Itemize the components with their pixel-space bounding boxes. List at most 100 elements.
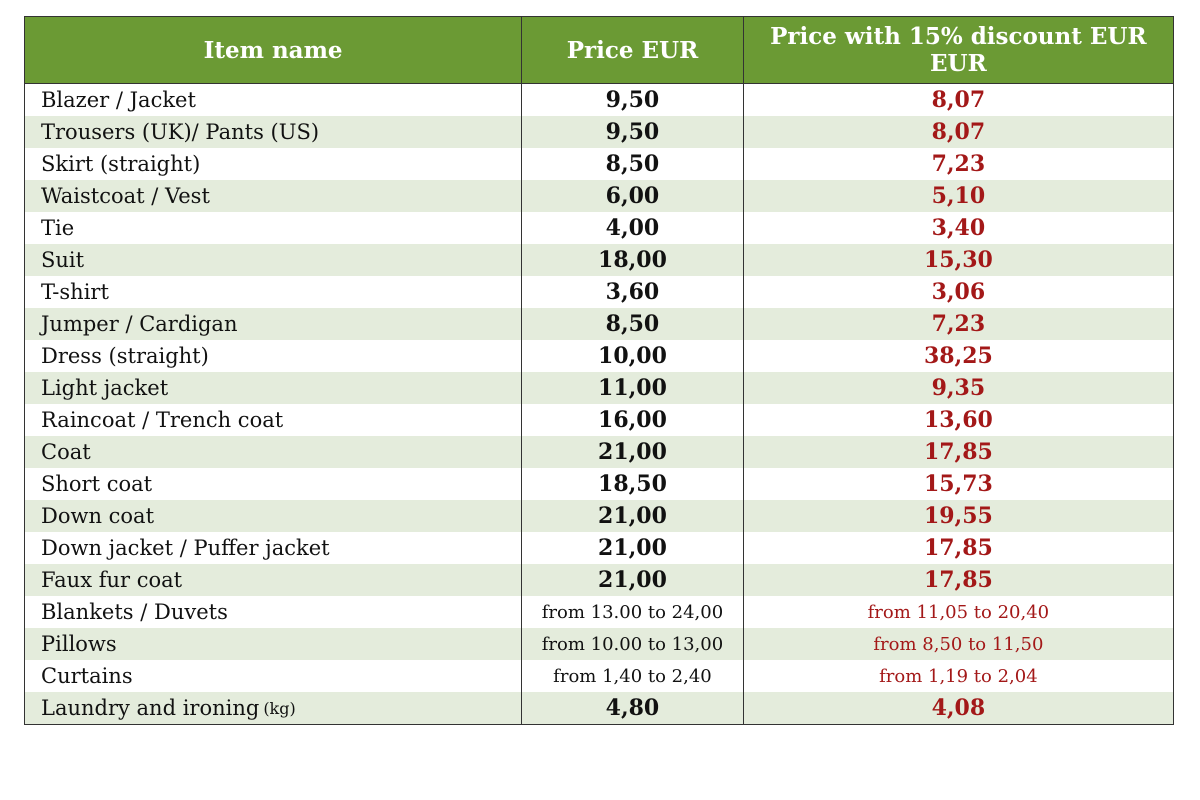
item-name-cell: Short coat xyxy=(25,468,521,500)
item-name: Light jacket xyxy=(41,376,169,400)
table-row: Blankets / Duvets from 13.00 to 24,00 from… xyxy=(25,596,1173,628)
table-row: Light jacket 11,00 9,35 xyxy=(25,372,1173,404)
item-name-cell: Blazer / Jacket xyxy=(25,84,521,116)
price-cell: 21,00 xyxy=(521,532,743,564)
discount-price-cell: 7,23 xyxy=(742,148,1173,180)
item-name-cell: Suit xyxy=(25,244,521,276)
item-name-cell: Coat xyxy=(25,436,521,468)
table-row: Laundry and ironing (kg) 4,80 4,08 xyxy=(25,692,1173,724)
discount-price-cell: 17,85 xyxy=(742,564,1173,596)
item-name-cell: Laundry and ironing (kg) xyxy=(25,692,521,724)
table-header: Item name Price EUR Price with 15% disco… xyxy=(25,17,1173,84)
table-row: Down jacket / Puffer jacket 21,00 17,85 xyxy=(25,532,1173,564)
item-name: Jumper / Cardigan xyxy=(41,312,238,336)
item-name: Raincoat / Trench coat xyxy=(41,408,284,432)
price-cell: 21,00 xyxy=(521,500,743,532)
item-name: Curtains xyxy=(41,664,133,688)
discount-price-cell: 9,35 xyxy=(742,372,1173,404)
price-cell: from 10.00 to 13,00 xyxy=(521,628,743,660)
price-cell: 8,50 xyxy=(521,308,743,340)
price-cell: 4,80 xyxy=(521,692,743,724)
discount-price-cell: 3,40 xyxy=(742,212,1173,244)
item-name: Skirt (straight) xyxy=(41,152,201,176)
item-name-cell: Curtains xyxy=(25,660,521,692)
item-name: Tie xyxy=(41,216,75,240)
discount-price-cell: 17,85 xyxy=(742,436,1173,468)
table-row: Down coat 21,00 19,55 xyxy=(25,500,1173,532)
item-name-cell: T-shirt xyxy=(25,276,521,308)
price-cell: 8,50 xyxy=(521,148,743,180)
item-name: Down jacket / Puffer jacket xyxy=(41,536,330,560)
discount-price-cell: 17,85 xyxy=(742,532,1173,564)
item-name-cell: Pillows xyxy=(25,628,521,660)
price-cell: 3,60 xyxy=(521,276,743,308)
item-name: Short coat xyxy=(41,472,153,496)
discount-price-cell: 4,08 xyxy=(742,692,1173,724)
item-name-cell: Down coat xyxy=(25,500,521,532)
item-name-cell: Waistcoat / Vest xyxy=(25,180,521,212)
discount-price-cell: 19,55 xyxy=(742,500,1173,532)
price-cell: 9,50 xyxy=(521,116,743,148)
item-name: Blankets / Duvets xyxy=(41,600,228,624)
price-cell: 16,00 xyxy=(521,404,743,436)
table-row: Trousers (UK)/ Pants (US) 9,50 8,07 xyxy=(25,116,1173,148)
price-cell: 10,00 xyxy=(521,340,743,372)
item-name-cell: Dress (straight) xyxy=(25,340,521,372)
item-name-cell: Trousers (UK)/ Pants (US) xyxy=(25,116,521,148)
table-row: Dress (straight) 10,00 38,25 xyxy=(25,340,1173,372)
table-row: Waistcoat / Vest 6,00 5,10 xyxy=(25,180,1173,212)
header-discount-price: Price with 15% discount EUR EUR xyxy=(742,17,1173,83)
item-name: T-shirt xyxy=(41,280,109,304)
discount-price-cell: 38,25 xyxy=(742,340,1173,372)
price-cell: 21,00 xyxy=(521,564,743,596)
item-name-cell: Light jacket xyxy=(25,372,521,404)
item-name: Trousers (UK)/ Pants (US) xyxy=(41,120,320,144)
discount-price-cell: 15,73 xyxy=(742,468,1173,500)
item-name: Down coat xyxy=(41,504,155,528)
table-row: Short coat 18,50 15,73 xyxy=(25,468,1173,500)
price-cell: from 1,40 to 2,40 xyxy=(521,660,743,692)
discount-price-cell: from 1,19 to 2,04 xyxy=(742,660,1173,692)
item-name: Waistcoat / Vest xyxy=(41,184,210,208)
discount-price-cell: 13,60 xyxy=(742,404,1173,436)
price-cell: 11,00 xyxy=(521,372,743,404)
item-name-cell: Down jacket / Puffer jacket xyxy=(25,532,521,564)
price-cell: 18,50 xyxy=(521,468,743,500)
price-cell: 9,50 xyxy=(521,84,743,116)
table-row: Coat 21,00 17,85 xyxy=(25,436,1173,468)
item-name-cell: Tie xyxy=(25,212,521,244)
item-name-cell: Blankets / Duvets xyxy=(25,596,521,628)
table-row: Curtains from 1,40 to 2,40 from 1,19 to 2,… xyxy=(25,660,1173,692)
header-price: Price EUR xyxy=(521,17,743,83)
price-cell: 18,00 xyxy=(521,244,743,276)
table-row: Blazer / Jacket 9,50 8,07 xyxy=(25,84,1173,116)
discount-price-cell: 7,23 xyxy=(742,308,1173,340)
item-name-cell: Skirt (straight) xyxy=(25,148,521,180)
discount-price-cell: 8,07 xyxy=(742,116,1173,148)
table-row: Faux fur coat 21,00 17,85 xyxy=(25,564,1173,596)
discount-price-cell: 5,10 xyxy=(742,180,1173,212)
discount-price-cell: 8,07 xyxy=(742,84,1173,116)
table-row: Raincoat / Trench coat 16,00 13,60 xyxy=(25,404,1173,436)
item-name: Pillows xyxy=(41,632,117,656)
item-name-cell: Raincoat / Trench coat xyxy=(25,404,521,436)
discount-price-cell: from 8,50 to 11,50 xyxy=(742,628,1173,660)
price-cell: 21,00 xyxy=(521,436,743,468)
table-row: Skirt (straight) 8,50 7,23 xyxy=(25,148,1173,180)
table-row: Pillows from 10.00 to 13,00 from 8,50 to 1… xyxy=(25,628,1173,660)
discount-price-cell: 15,30 xyxy=(742,244,1173,276)
table-row: T-shirt 3,60 3,06 xyxy=(25,276,1173,308)
price-table: Item name Price EUR Price with 15% disco… xyxy=(24,16,1174,725)
item-name: Coat xyxy=(41,440,91,464)
item-name-cell: Faux fur coat xyxy=(25,564,521,596)
item-name: Laundry and ironing xyxy=(41,696,260,720)
price-cell: 4,00 xyxy=(521,212,743,244)
table-row: Tie 4,00 3,40 xyxy=(25,212,1173,244)
discount-price-cell: 3,06 xyxy=(742,276,1173,308)
item-name: Suit xyxy=(41,248,85,272)
header-item-name: Item name xyxy=(203,36,343,64)
table-row: Suit 18,00 15,30 xyxy=(25,244,1173,276)
item-name: Faux fur coat xyxy=(41,568,183,592)
item-name: Dress (straight) xyxy=(41,344,209,368)
price-cell: from 13.00 to 24,00 xyxy=(521,596,743,628)
